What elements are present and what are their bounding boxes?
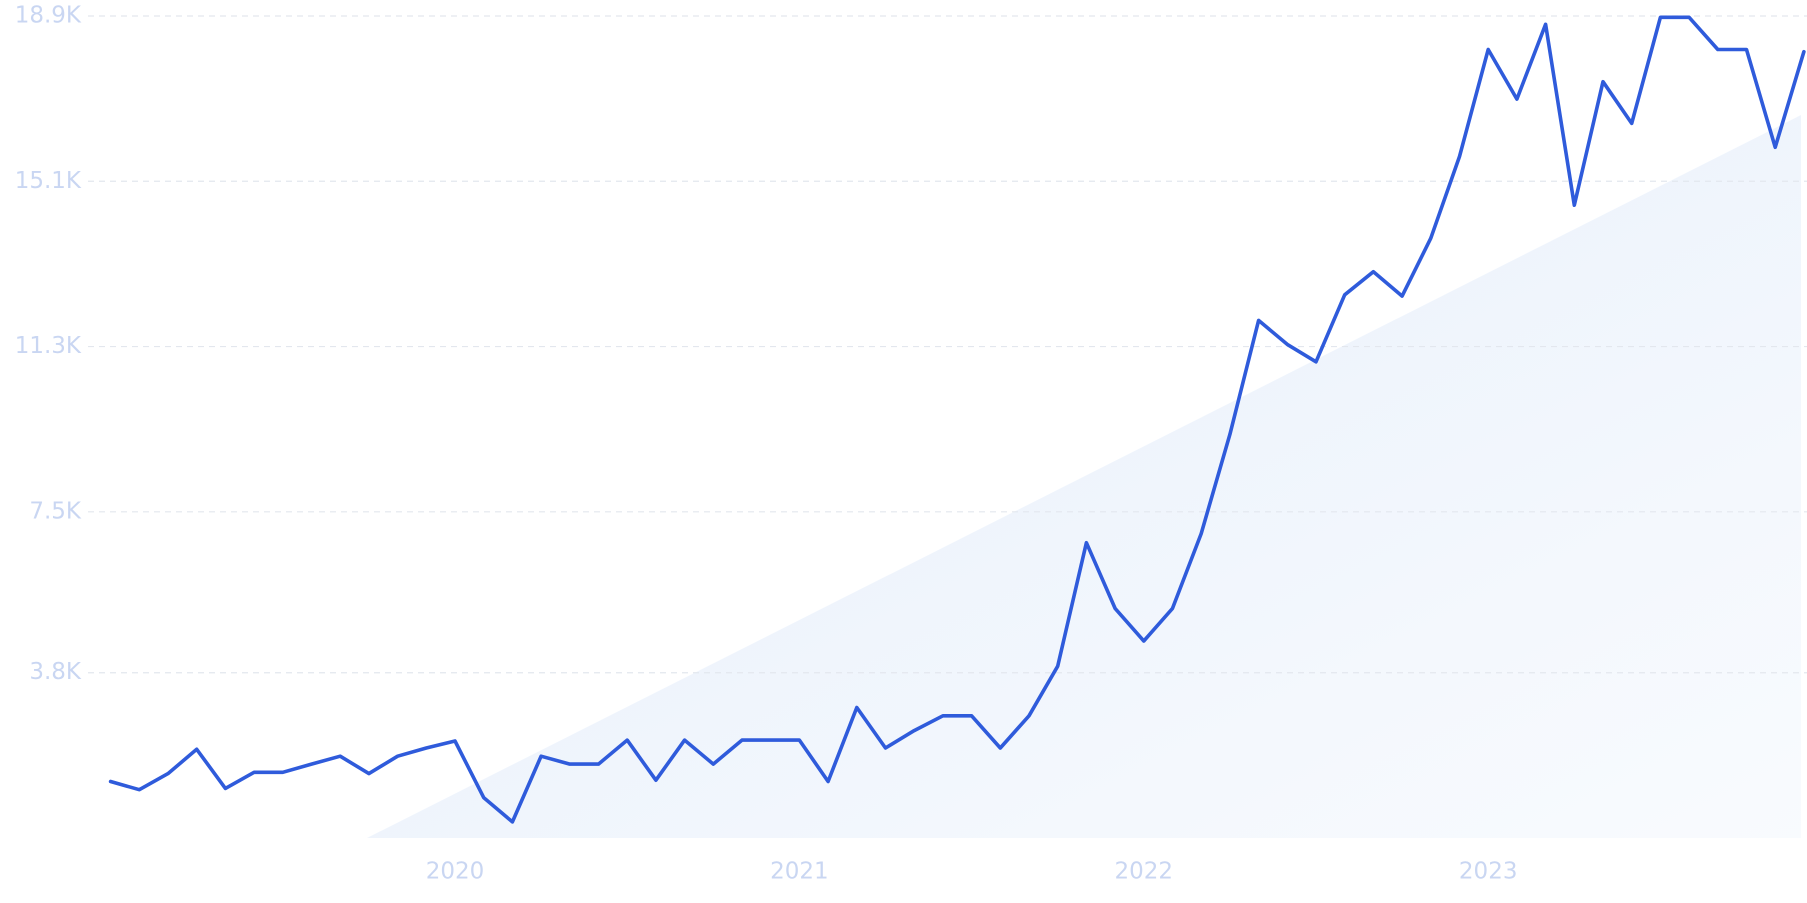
x-tick-label: 2021 <box>770 859 829 885</box>
y-tick-label: 3.8K <box>29 659 82 685</box>
series-line <box>108 15 1806 824</box>
x-tick-label: 2020 <box>426 859 485 885</box>
y-tick-label: 11.3K <box>15 333 82 359</box>
trend-area <box>367 115 1801 838</box>
x-tick-label: 2023 <box>1459 859 1518 885</box>
y-tick-label: 7.5K <box>29 498 82 524</box>
y-tick-label: 18.9K <box>15 3 82 29</box>
y-tick-label: 15.1K <box>15 168 82 194</box>
x-tick-label: 2022 <box>1115 859 1174 885</box>
